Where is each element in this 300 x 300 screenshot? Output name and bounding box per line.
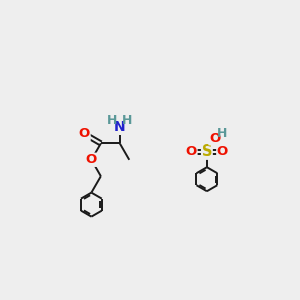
Text: O: O: [186, 145, 197, 158]
Text: O: O: [217, 145, 228, 158]
Text: H: H: [122, 114, 132, 127]
Text: H: H: [216, 127, 227, 140]
Text: O: O: [209, 132, 220, 145]
Text: N: N: [114, 120, 126, 134]
Text: O: O: [79, 128, 90, 140]
Text: S: S: [202, 144, 212, 159]
Text: O: O: [86, 153, 97, 166]
Text: H: H: [107, 114, 118, 127]
